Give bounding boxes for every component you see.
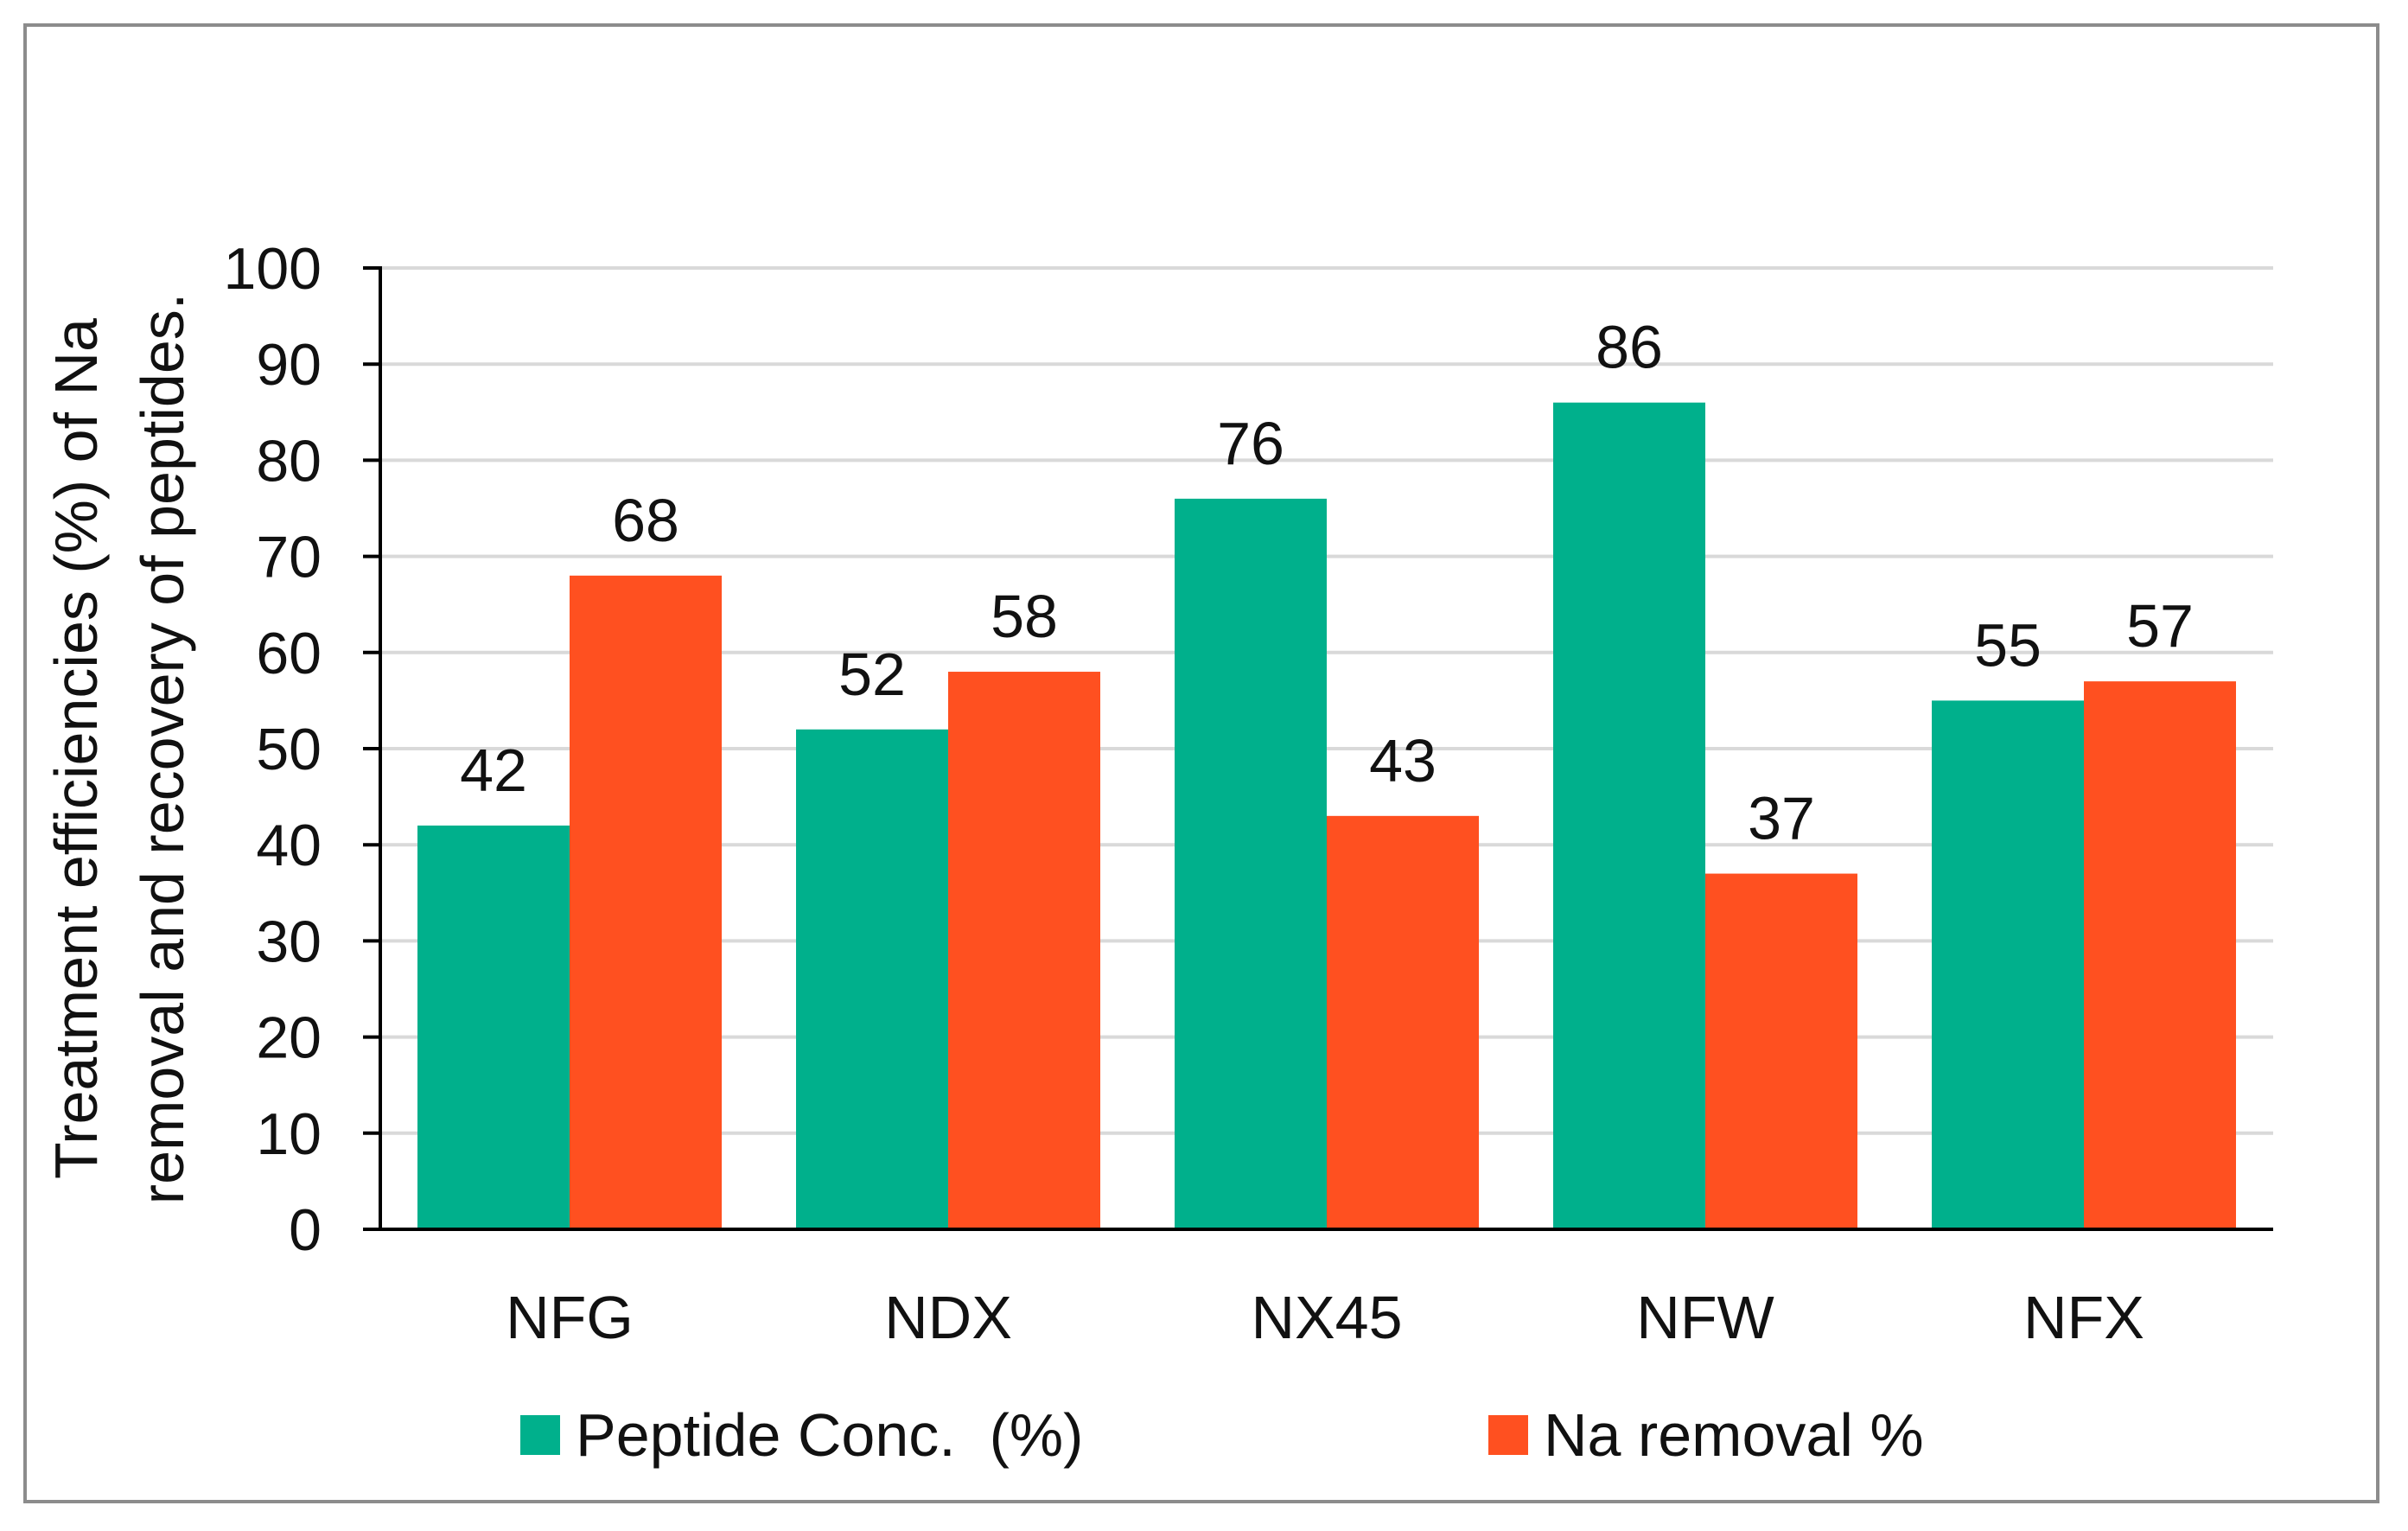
bar-nx45-series-1 (1175, 498, 1327, 1229)
legend-label: Peptide Conc. (%) (576, 1401, 1083, 1469)
y-axis-title: Treatment efficiencies (%) of Na removal … (42, 293, 196, 1204)
y-tick-label: 100 (224, 236, 322, 302)
data-label: 86 (1596, 314, 1663, 381)
data-label: 57 (2126, 592, 2194, 660)
y-tick-label: 10 (256, 1101, 322, 1167)
data-label: 76 (1217, 410, 1284, 477)
legend-label: Na removal % (1544, 1401, 1924, 1469)
data-labels: 42 68 52 58 76 43 86 37 55 57 (460, 314, 2194, 852)
legend-swatch (1488, 1415, 1528, 1455)
data-label: 37 (1748, 785, 1815, 852)
x-tick-labels: NFG NDX NX45 NFW NFX (506, 1284, 2144, 1351)
y-tick-label: 50 (256, 717, 322, 782)
bar-nfx-series-1 (1932, 700, 2084, 1229)
data-label: 42 (460, 737, 527, 804)
bar-nfw-series-1 (1553, 402, 1705, 1229)
data-label: 52 (838, 641, 906, 708)
y-tick-label: 0 (289, 1197, 322, 1263)
bar-ndx-series-2 (948, 672, 1100, 1229)
data-label: 55 (1974, 611, 2042, 679)
y-tick-label: 40 (256, 813, 322, 878)
y-tick-label: 20 (256, 1005, 322, 1071)
axes (363, 266, 2273, 1231)
data-label: 43 (1369, 727, 1437, 794)
x-tick-label: NDX (884, 1284, 1012, 1351)
bar-nfw-series-2 (1705, 873, 1857, 1229)
bar-nfg-series-2 (570, 575, 722, 1229)
y-axis-title-line: Treatment efficiencies (%) of Na (42, 318, 110, 1179)
y-tick-label: 30 (256, 909, 322, 974)
data-label: 68 (612, 487, 679, 554)
bar-nfx-series-2 (2084, 681, 2236, 1229)
y-tick-label: 70 (256, 525, 322, 590)
y-tick-labels: 0 10 20 30 40 50 60 70 80 90 100 (224, 236, 322, 1263)
bar-nx45-series-2 (1327, 815, 1479, 1229)
legend: Peptide Conc. (%) Na removal % (520, 1401, 1924, 1469)
x-tick-label: NX45 (1251, 1284, 1402, 1351)
data-label: 58 (991, 583, 1058, 650)
x-tick-label: NFX (2023, 1284, 2144, 1351)
bar-nfg-series-1 (417, 825, 570, 1229)
y-tick-label: 60 (256, 621, 322, 686)
bars (417, 402, 2236, 1229)
x-tick-label: NFW (1636, 1284, 1774, 1351)
x-tick-label: NFG (506, 1284, 634, 1351)
bar-ndx-series-1 (796, 729, 948, 1229)
y-tick-label: 90 (256, 332, 322, 398)
y-axis-title-line: removal and recovery of peptides. (129, 293, 196, 1204)
legend-swatch (520, 1415, 560, 1455)
y-tick-label: 80 (256, 428, 322, 494)
